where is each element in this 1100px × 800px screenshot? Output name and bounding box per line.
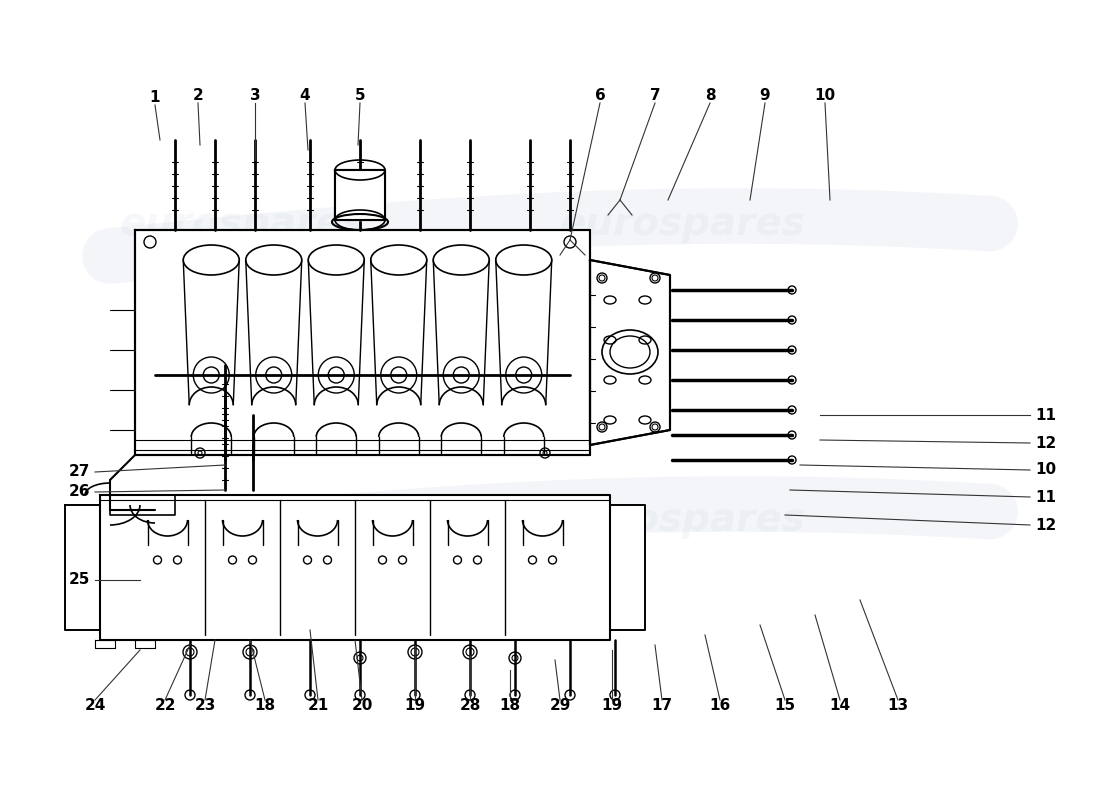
Text: 20: 20 xyxy=(351,698,373,713)
Text: 1: 1 xyxy=(150,90,161,105)
Text: 16: 16 xyxy=(710,698,730,713)
Text: 27: 27 xyxy=(68,465,90,479)
Text: 26: 26 xyxy=(68,485,90,499)
Text: 10: 10 xyxy=(1035,462,1056,478)
Text: 22: 22 xyxy=(154,698,176,713)
Text: 14: 14 xyxy=(829,698,850,713)
Text: 9: 9 xyxy=(760,88,770,103)
Text: 18: 18 xyxy=(499,698,520,713)
Text: 11: 11 xyxy=(1035,407,1056,422)
Text: 11: 11 xyxy=(1035,490,1056,505)
Polygon shape xyxy=(336,170,385,220)
Polygon shape xyxy=(65,505,100,630)
Polygon shape xyxy=(610,505,645,630)
Text: 13: 13 xyxy=(888,698,909,713)
Text: 19: 19 xyxy=(405,698,426,713)
Polygon shape xyxy=(590,260,670,445)
Text: 12: 12 xyxy=(1035,518,1056,533)
Text: 24: 24 xyxy=(85,698,106,713)
Text: 10: 10 xyxy=(814,88,836,103)
Text: 17: 17 xyxy=(651,698,672,713)
Text: 6: 6 xyxy=(595,88,605,103)
Text: 29: 29 xyxy=(549,698,571,713)
Text: 4: 4 xyxy=(299,88,310,103)
Text: eurospares: eurospares xyxy=(559,205,805,243)
Text: 2: 2 xyxy=(192,88,204,103)
Text: 21: 21 xyxy=(307,698,329,713)
Text: 18: 18 xyxy=(254,698,276,713)
Text: 28: 28 xyxy=(460,698,481,713)
Text: 7: 7 xyxy=(650,88,660,103)
Text: 23: 23 xyxy=(195,698,216,713)
Text: 5: 5 xyxy=(354,88,365,103)
Text: eurospares: eurospares xyxy=(119,501,365,539)
Text: eurospares: eurospares xyxy=(559,501,805,539)
Polygon shape xyxy=(100,495,611,640)
Polygon shape xyxy=(135,230,590,455)
Text: 25: 25 xyxy=(68,573,90,587)
Text: 12: 12 xyxy=(1035,435,1056,450)
Text: eurospares: eurospares xyxy=(119,205,365,243)
Text: 19: 19 xyxy=(602,698,623,713)
Text: 8: 8 xyxy=(705,88,715,103)
Text: 15: 15 xyxy=(774,698,795,713)
Text: 3: 3 xyxy=(250,88,261,103)
